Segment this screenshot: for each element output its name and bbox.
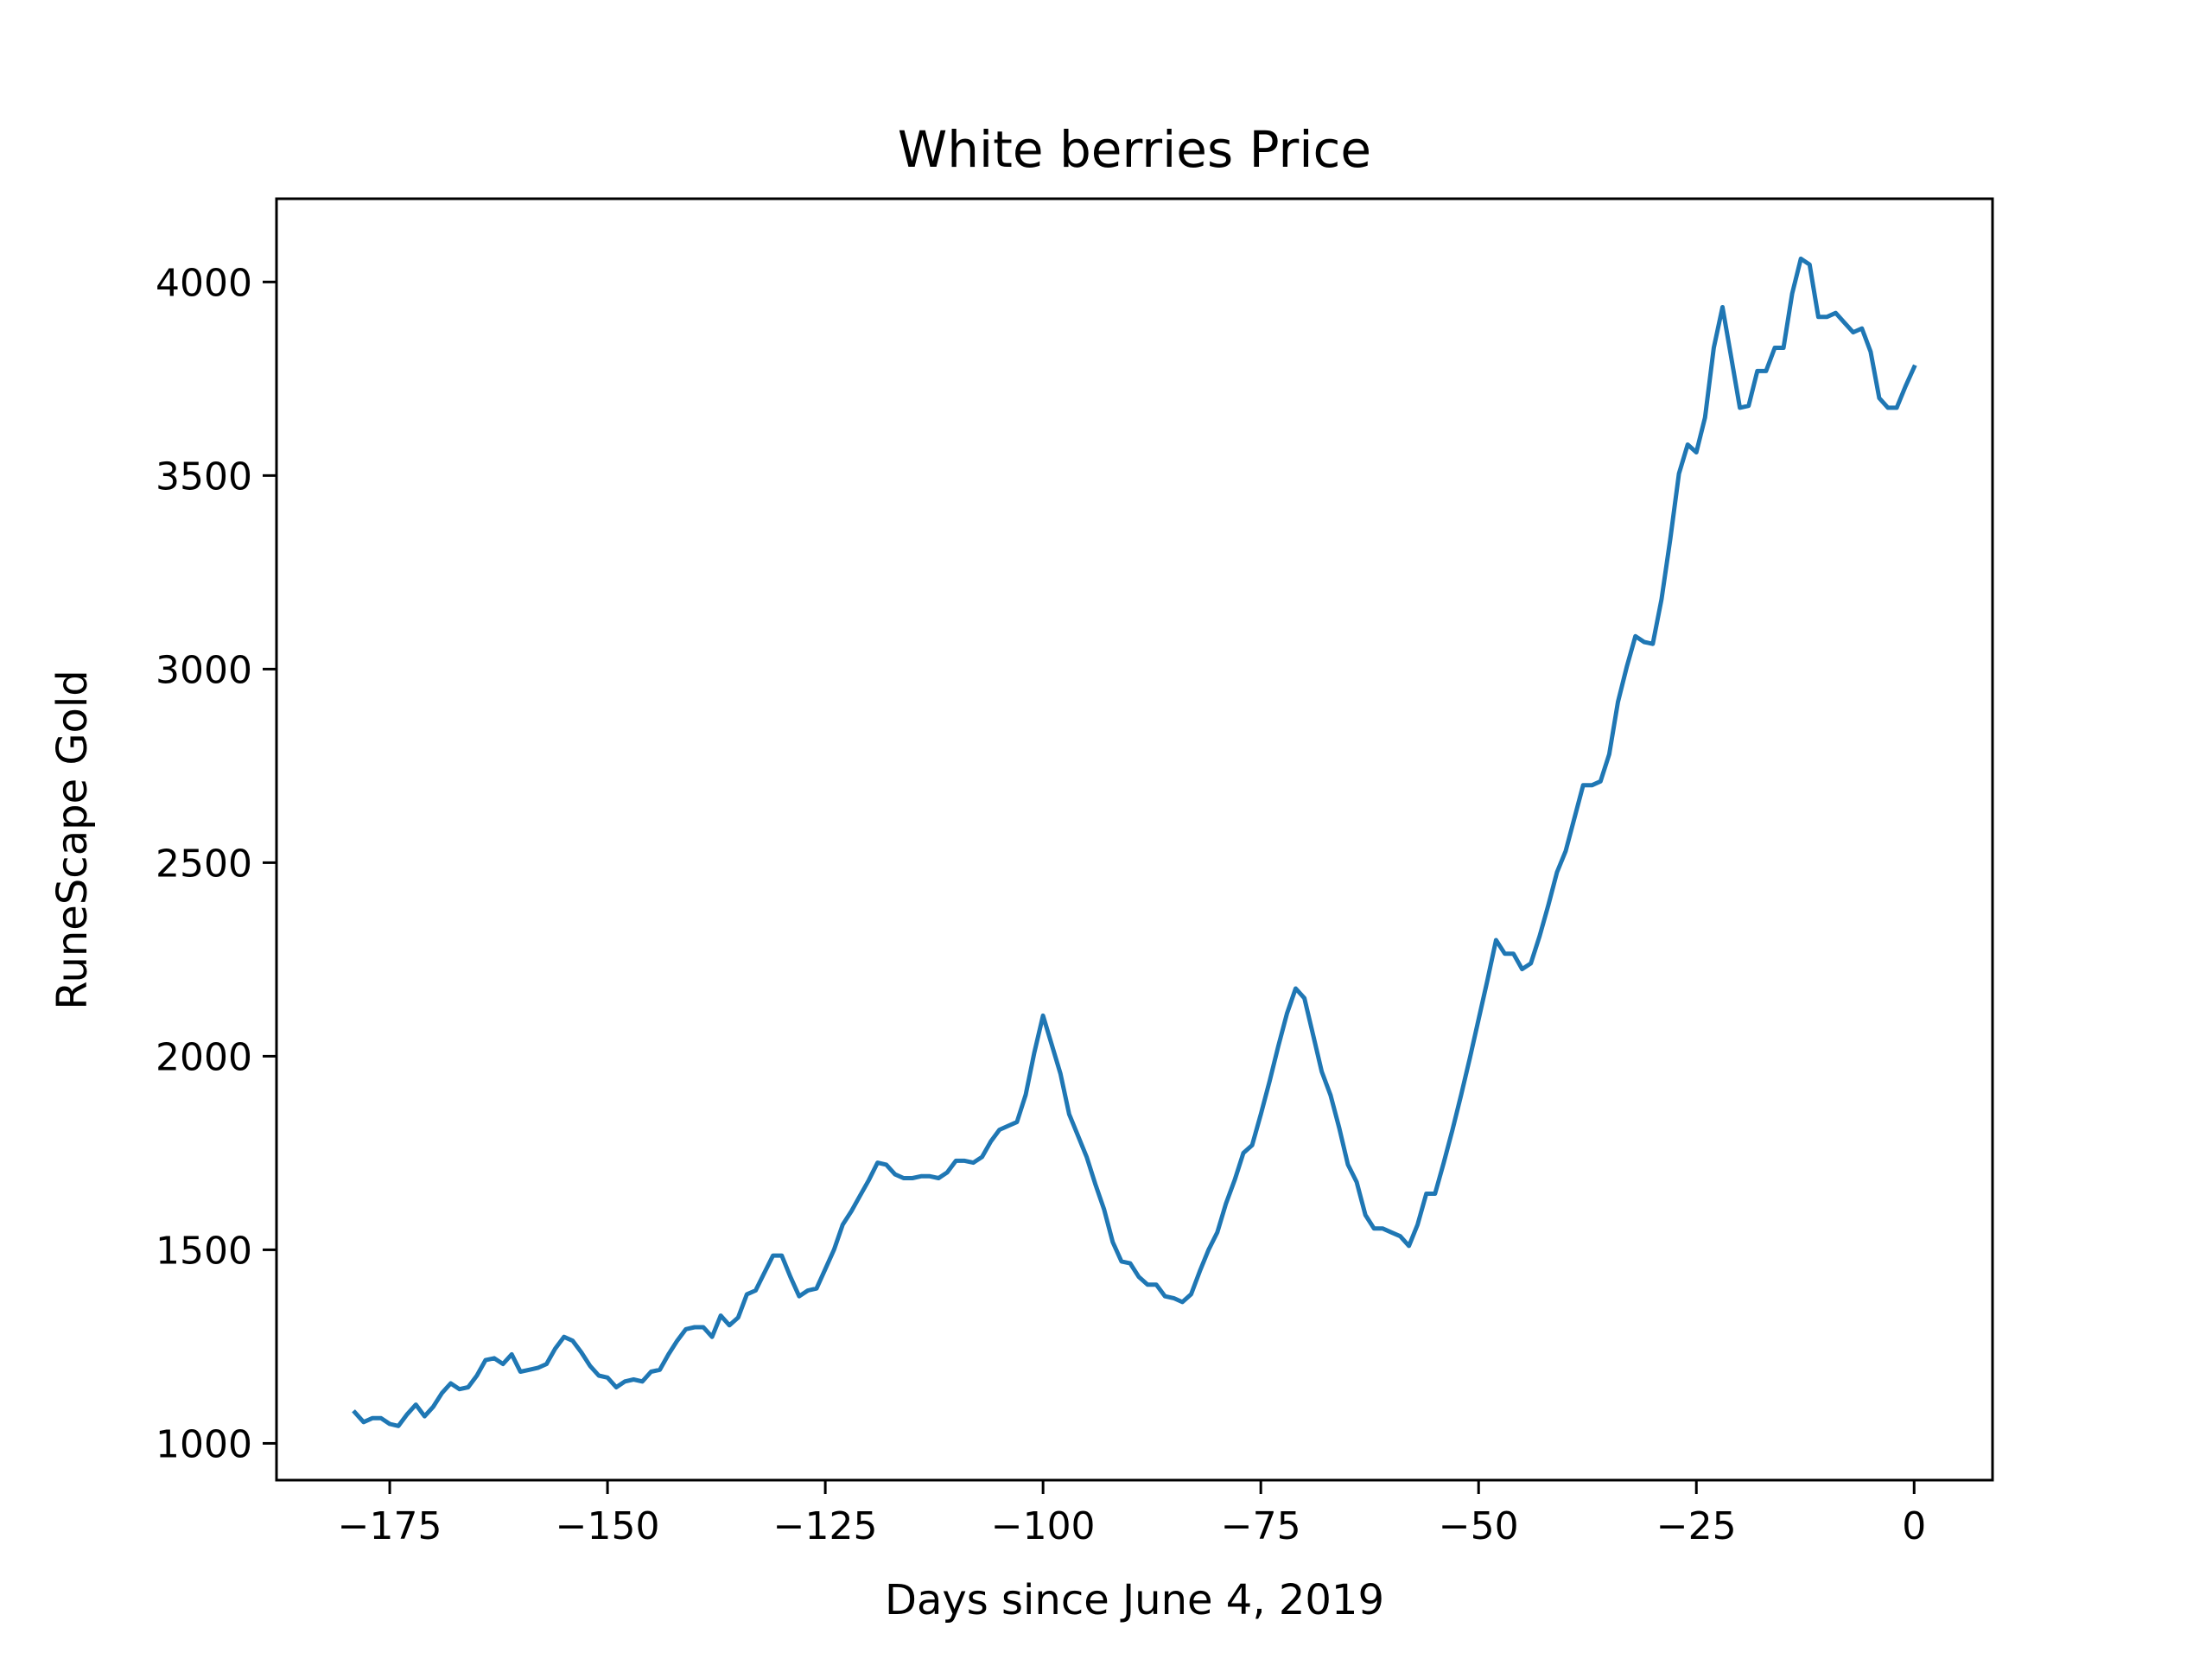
y-tick-label: 2500	[156, 842, 252, 886]
plot-area	[352, 256, 1917, 1428]
x-tick-label: −150	[556, 1504, 660, 1548]
y-tick-label: 3000	[156, 648, 252, 692]
price-series-line	[352, 256, 1917, 1428]
x-tick-label: 0	[1902, 1504, 1926, 1548]
x-tick-label: −25	[1656, 1504, 1737, 1548]
x-tick-label: −125	[773, 1504, 878, 1548]
y-axis-label: RuneScape Gold	[48, 670, 97, 1009]
y-tick-label: 2000	[156, 1035, 252, 1079]
x-tick-label: −175	[338, 1504, 442, 1548]
x-tick-label: −50	[1439, 1504, 1519, 1548]
y-tick-label: 1500	[156, 1229, 252, 1273]
x-axis-label: Days since June 4, 2019	[885, 1576, 1384, 1624]
y-tick-label: 4000	[156, 261, 252, 305]
y-tick-label: 1000	[156, 1422, 252, 1466]
axes-frame	[275, 197, 1994, 1482]
x-tick-label: −100	[991, 1504, 1096, 1548]
y-tick-label: 3500	[156, 454, 252, 499]
x-tick-label: −75	[1221, 1504, 1301, 1548]
chart-title: White berries Price	[898, 120, 1371, 179]
axis-ticks: −175 −150 −125 −100 −75 −50 −25 0 1000 1500 2000 25…	[156, 261, 1926, 1548]
